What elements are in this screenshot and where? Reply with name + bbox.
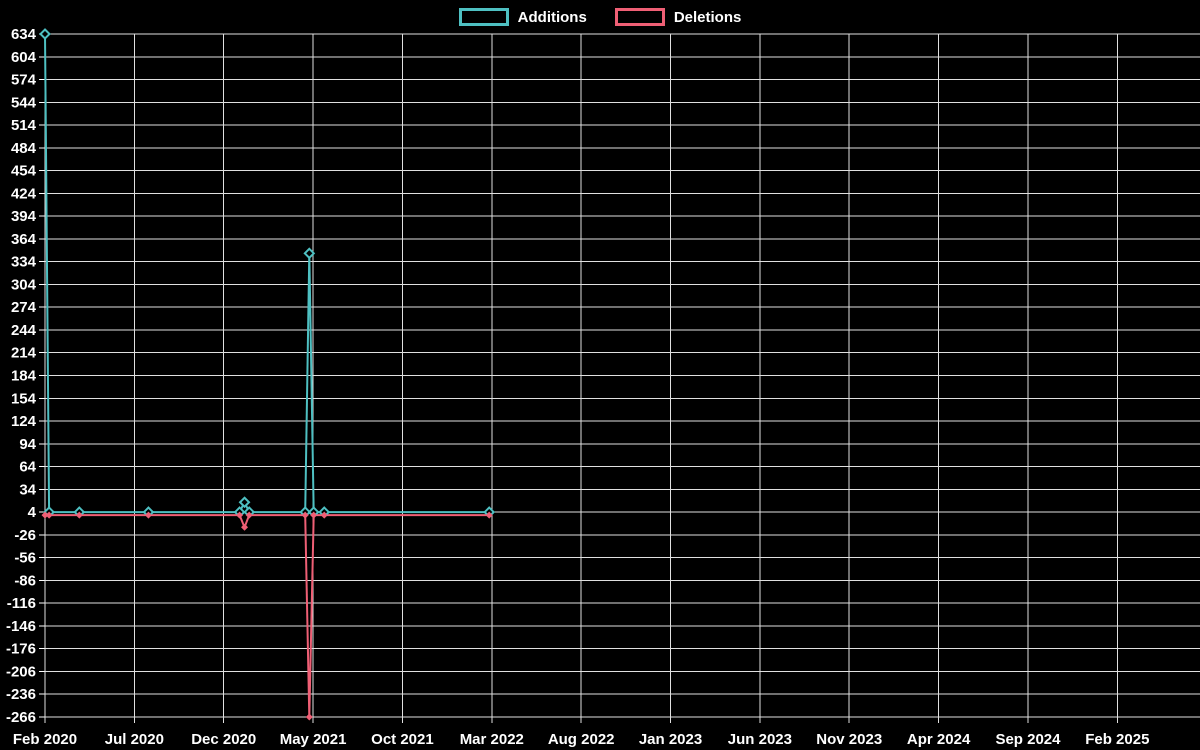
svg-text:4: 4 [28,504,37,521]
deletions-legend-label: Deletions [673,8,742,26]
svg-text:274: 274 [11,299,37,316]
svg-text:Jul 2020: Jul 2020 [105,731,164,748]
svg-text:484: 484 [11,140,37,157]
svg-text:Feb 2025: Feb 2025 [1085,731,1149,748]
svg-text:-26: -26 [14,527,36,544]
svg-text:214: 214 [11,345,37,362]
legend-item-deletions[interactable]: Deletions [614,8,742,26]
additions-legend-label: Additions [517,8,587,26]
deletions-swatch-icon [614,8,665,26]
deletions-markers [41,511,493,721]
svg-text:-86: -86 [14,572,36,589]
svg-text:Jan 2023: Jan 2023 [639,731,702,748]
svg-text:-236: -236 [6,686,36,703]
svg-text:Nov 2023: Nov 2023 [816,731,882,748]
deletions-line [44,514,491,718]
chart-legend: Additions Deletions [0,6,1200,28]
svg-text:544: 544 [11,94,37,111]
svg-text:454: 454 [11,163,37,180]
svg-text:-206: -206 [6,663,36,680]
svg-text:304: 304 [11,276,37,293]
svg-text:634: 634 [11,26,37,43]
svg-text:Sep 2024: Sep 2024 [995,731,1061,748]
svg-text:124: 124 [11,413,37,430]
svg-text:Dec 2020: Dec 2020 [191,731,256,748]
svg-text:184: 184 [11,368,37,385]
additions-swatch-icon [458,8,509,26]
svg-text:-266: -266 [6,709,36,726]
svg-text:-176: -176 [6,641,36,658]
svg-text:334: 334 [11,254,37,271]
svg-text:Apr 2024: Apr 2024 [907,731,971,748]
svg-text:May 2021: May 2021 [280,731,347,748]
x-axis-labels: Feb 2020 Jul 2020 Dec 2020 May 2021 Oct 2021… [13,731,1150,748]
svg-text:514: 514 [11,117,37,134]
svg-text:-146: -146 [6,618,36,635]
grid-vertical [44,34,1118,723]
svg-text:Aug 2022: Aug 2022 [548,731,615,748]
additions-line [44,33,491,514]
svg-text:604: 604 [11,49,37,66]
svg-text:-56: -56 [14,550,36,567]
y-axis-ticks [39,33,45,718]
svg-text:Mar 2022: Mar 2022 [460,731,524,748]
svg-text:94: 94 [19,436,36,453]
svg-text:424: 424 [11,185,37,202]
svg-text:244: 244 [11,322,37,339]
legend-item-additions[interactable]: Additions [458,8,587,26]
svg-text:-116: -116 [7,595,36,612]
y-axis-labels: 634 604 574 544 514 484 454 424 394 364 334 304 274 2… [6,26,37,726]
svg-text:574: 574 [11,72,37,89]
svg-text:Feb 2020: Feb 2020 [13,731,77,748]
svg-text:394: 394 [11,208,37,225]
svg-text:34: 34 [19,481,36,498]
svg-text:Jun 2023: Jun 2023 [728,731,792,748]
svg-text:64: 64 [19,459,36,476]
svg-text:154: 154 [11,390,37,407]
svg-text:Oct 2021: Oct 2021 [371,731,434,748]
svg-text:364: 364 [11,231,37,248]
grid-horizontal [45,33,1200,718]
